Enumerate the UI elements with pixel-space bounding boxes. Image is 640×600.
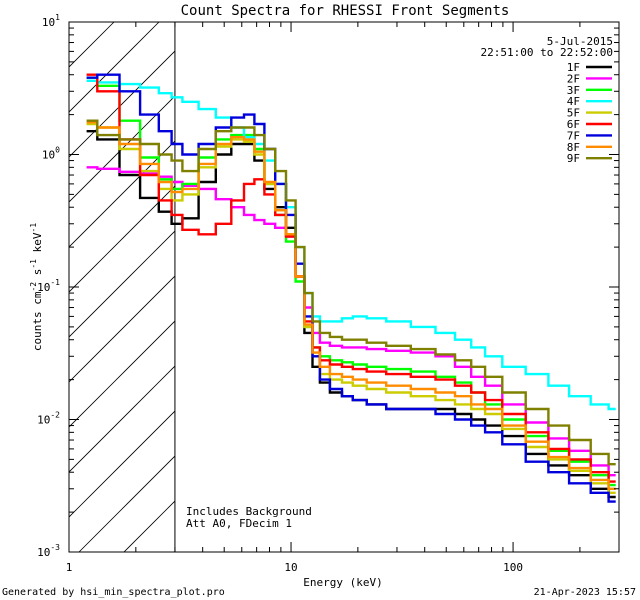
y-tick-base: 10 bbox=[42, 16, 55, 29]
y-tick-exponent: -1 bbox=[50, 278, 60, 287]
plot-frame bbox=[68, 21, 620, 553]
y-tick-exponent: -2 bbox=[50, 411, 60, 420]
series-line-9F bbox=[86, 119, 616, 466]
y-tick-base: 10 bbox=[37, 546, 50, 559]
x-tick-label: 100 bbox=[503, 561, 523, 574]
legend-label-9F: 9F bbox=[567, 152, 580, 165]
y-tick-label: 10-3 bbox=[37, 543, 60, 559]
x-tick-label: 10 bbox=[284, 561, 297, 574]
series-line-6F bbox=[86, 73, 616, 483]
annotation-background: Includes Background bbox=[186, 505, 312, 518]
footer-timestamp: 21-Apr-2023 15:57 bbox=[534, 587, 636, 598]
series-line-7F bbox=[86, 73, 616, 503]
y-tick-label: 10-2 bbox=[37, 411, 60, 427]
x-tick-label: 1 bbox=[66, 561, 73, 574]
y-tick-base: 10 bbox=[37, 414, 50, 427]
y-axis-label-mid: s bbox=[31, 269, 44, 282]
y-axis-label-base: counts cm bbox=[31, 291, 44, 351]
hatch-line bbox=[69, 365, 175, 473]
legend-label-2F: 2F bbox=[567, 72, 580, 85]
hatch-line bbox=[78, 455, 175, 552]
hatch-line bbox=[69, 50, 175, 158]
series-line-3F bbox=[86, 76, 616, 487]
x-axis-label: Energy (keV) bbox=[303, 576, 382, 589]
y-tick-label: 100 bbox=[42, 146, 60, 162]
y-tick-label: 101 bbox=[42, 13, 60, 29]
footer-generated-by: Generated by hsi_min_spectra_plot.pro bbox=[2, 587, 225, 598]
hatch-line bbox=[69, 22, 115, 68]
hatch-line bbox=[69, 95, 175, 203]
time-range-label: 22:51:00 to 22:52:00 bbox=[481, 46, 613, 59]
hatch-line bbox=[69, 275, 175, 383]
series-line-2F bbox=[86, 166, 616, 477]
legend-label-8F: 8F bbox=[567, 141, 580, 154]
y-axis-label-exp2: -1 bbox=[29, 259, 38, 269]
y-axis-label-exp3: -1 bbox=[29, 223, 38, 233]
series-group bbox=[86, 73, 616, 503]
legend-label-4F: 4F bbox=[567, 95, 580, 108]
legend-label-6F: 6F bbox=[567, 118, 580, 131]
hatch-line bbox=[69, 230, 175, 338]
y-tick-exponent: 0 bbox=[55, 146, 60, 155]
hatch-line bbox=[69, 410, 175, 518]
legend-label-7F: 7F bbox=[567, 129, 580, 142]
y-axis-label-tail: keV bbox=[31, 232, 44, 259]
legend-label-5F: 5F bbox=[567, 107, 580, 120]
date-label: 5-Jul-2015 bbox=[547, 35, 613, 48]
y-tick-exponent: -3 bbox=[50, 543, 60, 552]
chart-title: Count Spectra for RHESSI Front Segments bbox=[181, 3, 510, 19]
x-axis-ticks: 1 10 100 bbox=[66, 22, 620, 574]
legend-label-3F: 3F bbox=[567, 84, 580, 97]
y-axis-label-exp1: -2 bbox=[29, 282, 38, 292]
y-axis-label: counts cm-2 s-1 keV-1 bbox=[29, 223, 44, 351]
series-line-8F bbox=[86, 121, 616, 490]
y-tick-base: 10 bbox=[37, 281, 50, 294]
y-tick-label: 10-1 bbox=[37, 278, 60, 294]
y-tick-exponent: 1 bbox=[55, 13, 60, 22]
legend-label-1F: 1F bbox=[567, 61, 580, 74]
hatch-line bbox=[69, 22, 160, 113]
y-tick-base: 10 bbox=[42, 149, 55, 162]
annotation-attenuator: Att A0, FDecim 1 bbox=[186, 517, 292, 530]
attenuator-hatch-region bbox=[69, 22, 175, 552]
